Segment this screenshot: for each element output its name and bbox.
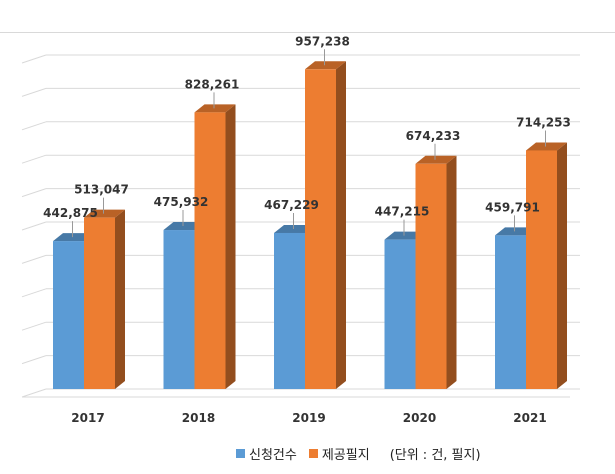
bar-top [415, 155, 457, 164]
gridline-depth [21, 321, 47, 331]
bar [415, 163, 447, 389]
data-label: 447,215 [375, 205, 430, 219]
bar [194, 112, 226, 389]
bar-top [384, 231, 426, 240]
bar-top [84, 209, 125, 218]
bar-top [526, 142, 567, 151]
gridline-depth [21, 254, 47, 264]
top-border [0, 32, 615, 33]
x-tick-label: 2019 [292, 411, 325, 425]
data-label: 442,875 [43, 206, 98, 220]
bar-top [274, 224, 315, 233]
data-label: 459,791 [485, 200, 540, 214]
data-label: 674,233 [406, 129, 461, 143]
legend-item-series-1: 신청건수 [236, 444, 297, 463]
bar [163, 230, 195, 389]
bar [53, 241, 84, 389]
legend-swatch-series-2 [308, 448, 318, 458]
data-label: 714,253 [516, 115, 571, 129]
data-label: 513,047 [74, 183, 129, 197]
bar-side [446, 155, 457, 389]
x-tick-labels: 2017 2018 2019 2020 2021 [71, 411, 546, 425]
data-label: 467,229 [264, 198, 319, 212]
bar [84, 217, 115, 389]
legend-item-series-2: 제공필지 [308, 444, 370, 463]
legend-label-series-1: 신청건수 [249, 447, 297, 463]
bar [526, 150, 557, 389]
gridline-depth [21, 154, 47, 164]
data-labels: 442,875 513,047 475,932 828,261 467,229 957,2… [43, 34, 571, 238]
legend-swatch-series-1 [236, 448, 245, 458]
bar [384, 239, 416, 389]
x-tick-label: 2018 [182, 411, 215, 425]
legend-label-series-2: 제공필지 [321, 447, 370, 463]
bar-side [336, 61, 346, 390]
bar [305, 69, 336, 390]
gridline-depth [21, 188, 47, 198]
x-tick-label: 2021 [513, 411, 546, 425]
gridline-depth [21, 121, 47, 131]
bar [274, 232, 305, 389]
bar-side [557, 142, 567, 389]
gridline-depth [21, 87, 47, 97]
bar-top [53, 233, 94, 242]
legend: 신청건수 제공필지 (단위 : 건, 필지) [236, 443, 481, 463]
bars [53, 61, 567, 390]
bar-top [305, 61, 346, 70]
bar-top [163, 222, 205, 231]
gridline-depth [21, 54, 47, 64]
bar-top [194, 104, 236, 113]
bar-side [225, 104, 236, 389]
unit-note: (단위 : 건, 필지) [389, 447, 481, 463]
gridline-depth [21, 221, 47, 231]
x-tick-label: 2020 [403, 411, 436, 425]
gridline-depth [21, 288, 47, 298]
data-label: 957,238 [295, 34, 350, 48]
bar-side [115, 209, 125, 389]
gridline-depth [21, 388, 47, 398]
x-tick-label: 2017 [71, 411, 104, 425]
bar [495, 235, 526, 389]
gridline-depth [21, 355, 47, 365]
data-label: 475,932 [154, 195, 209, 209]
bar-top [495, 227, 536, 236]
data-label: 828,261 [185, 77, 240, 91]
